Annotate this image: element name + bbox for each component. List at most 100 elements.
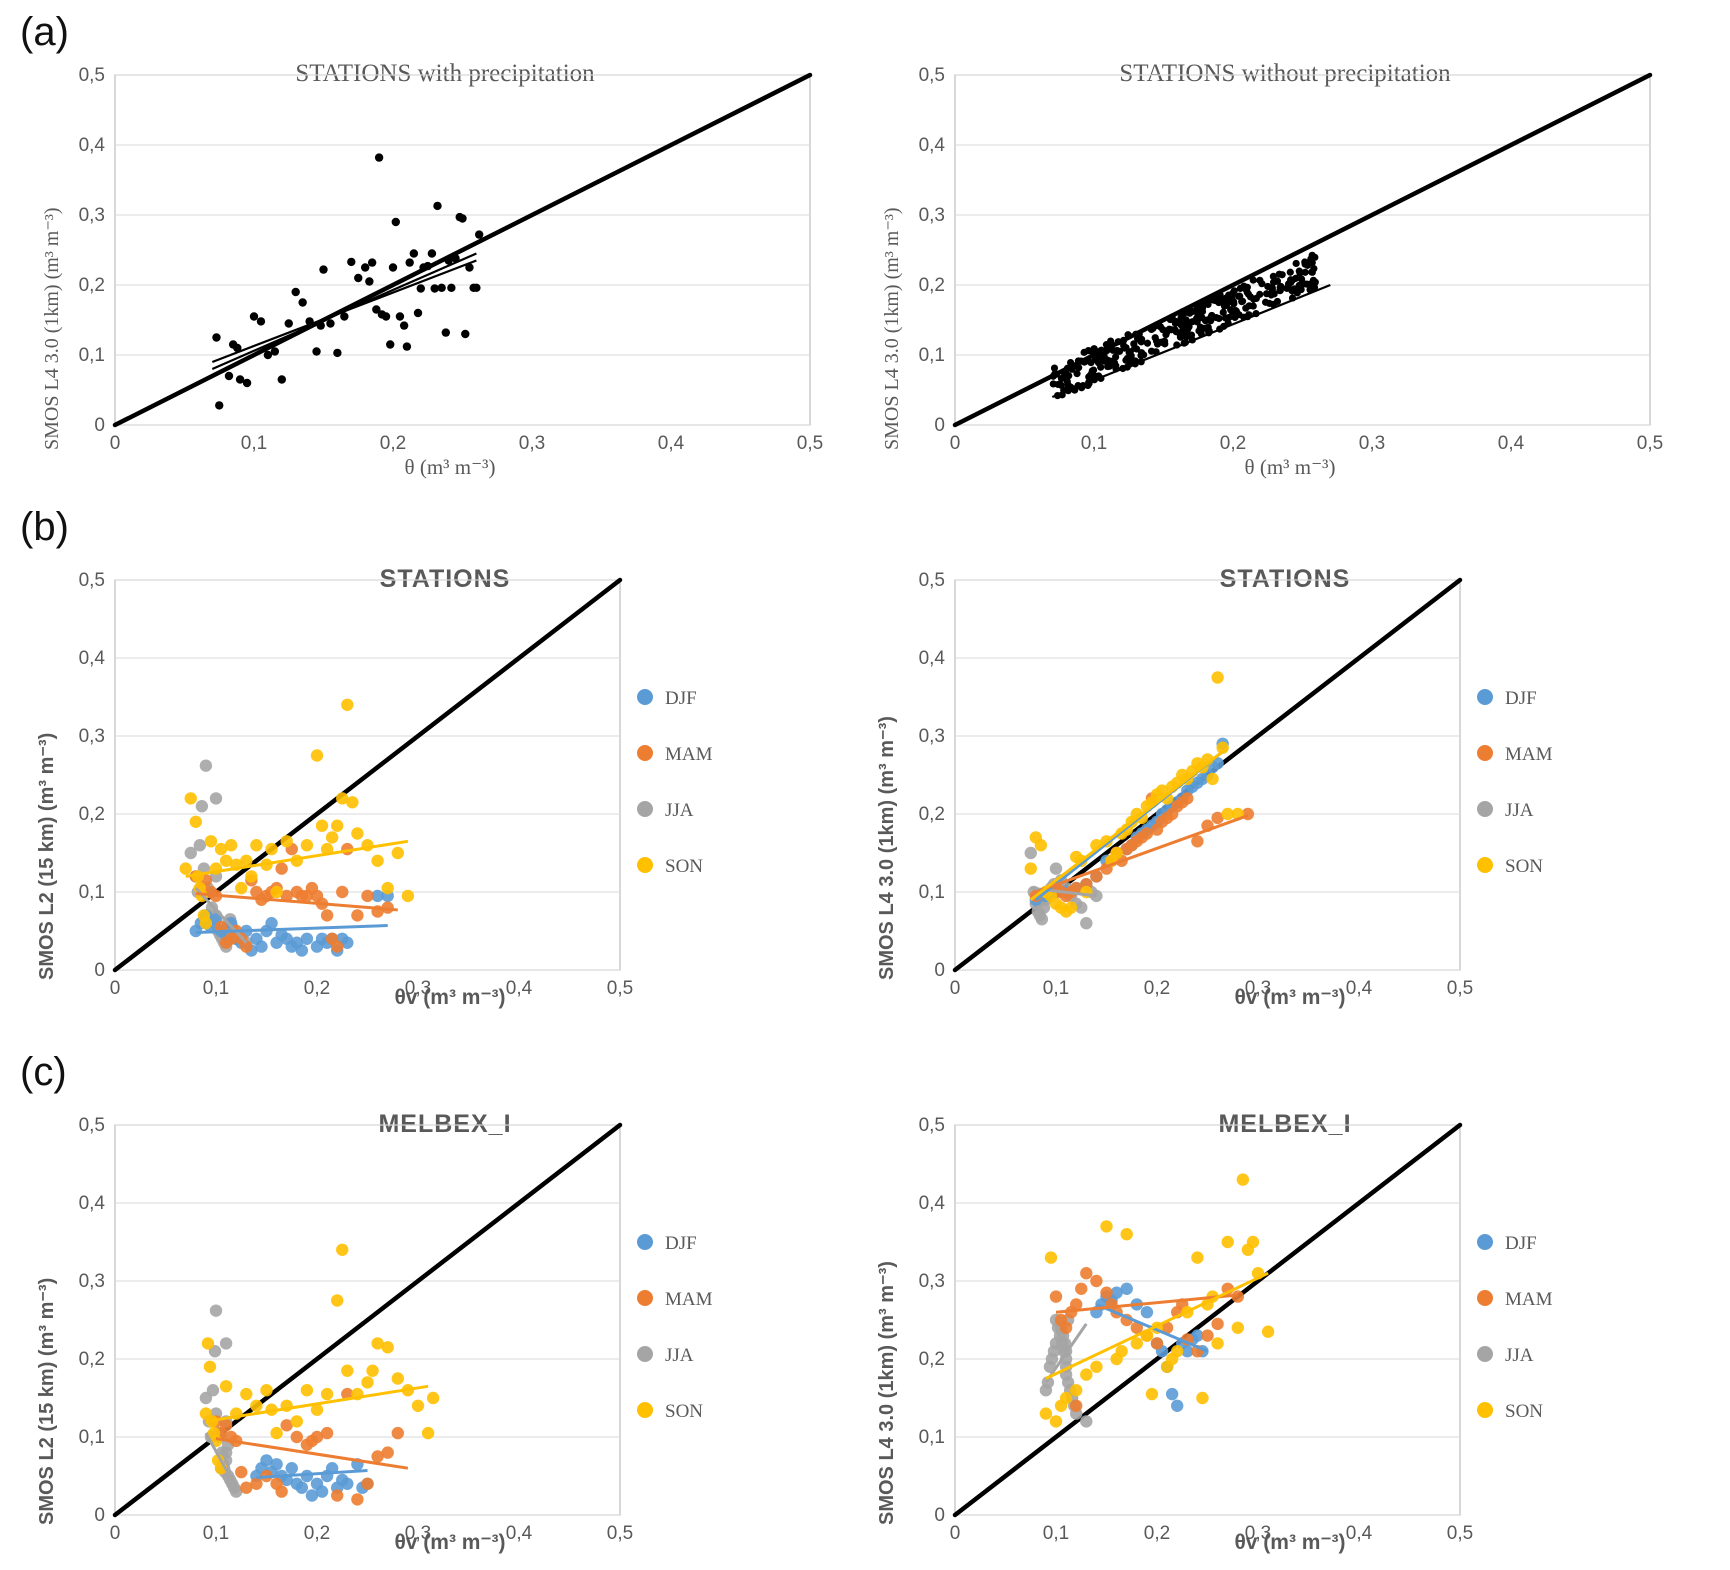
svg-text:0,4: 0,4 [1346,1523,1373,1544]
svg-text:0: 0 [950,1523,961,1544]
svg-text:0,5: 0,5 [1637,433,1663,454]
svg-text:0,2: 0,2 [79,1349,105,1370]
scatter-svg-c-right: 0 0,1 0,2 0,3 0,4 0,5 0 0,1 0,2 0,3 0,4 0,5 DJF MAM JJ… [900,1110,1670,1570]
svg-text:0,1: 0,1 [79,882,105,903]
svg-text:0,2: 0,2 [919,275,945,296]
svg-text:0,5: 0,5 [607,1523,633,1544]
svg-text:0,5: 0,5 [1447,978,1473,999]
chart-ylabel-c-right: SMOS L4 3.0 (1km) (m³ m⁻³) [875,1180,899,1525]
svg-text:JJA: JJA [665,1345,694,1366]
panel-label-c: (c) [20,1050,67,1095]
svg-text:0: 0 [934,415,945,436]
svg-text:0,3: 0,3 [405,1523,431,1544]
svg-text:0,1: 0,1 [919,1427,945,1448]
svg-text:0,3: 0,3 [919,726,945,747]
svg-text:0,4: 0,4 [79,1193,106,1214]
svg-text:MAM: MAM [1505,744,1553,765]
svg-text:JJA: JJA [1505,800,1534,821]
svg-text:0,5: 0,5 [1447,1523,1473,1544]
svg-text:0,1: 0,1 [79,345,105,366]
svg-text:0: 0 [950,978,961,999]
panel-label-b: (b) [20,505,69,550]
svg-text:DJF: DJF [1505,688,1537,709]
svg-text:0,3: 0,3 [919,205,945,226]
chart-b-right: STATIONS SMOS L4 3.0 (1km) (m³ m⁻³) θv (… [900,565,1670,1025]
svg-text:JJA: JJA [1505,1345,1534,1366]
svg-text:0,4: 0,4 [919,135,946,156]
svg-text:0,5: 0,5 [919,65,945,86]
svg-text:0: 0 [94,960,105,981]
chart-ylabel-b-right: SMOS L4 3.0 (1km) (m³ m⁻³) [875,635,899,980]
svg-text:MAM: MAM [665,744,713,765]
svg-text:0: 0 [110,1523,121,1544]
scatter-svg-b-left: 0 0,1 0,2 0,3 0,4 0,5 0 0,1 0,2 0,3 0,4 0,5 DJF MAM JJ… [60,565,830,1025]
svg-text:0: 0 [94,415,105,436]
svg-text:0,2: 0,2 [79,804,105,825]
svg-text:0,4: 0,4 [79,135,106,156]
svg-text:0,2: 0,2 [304,978,330,999]
svg-text:0,5: 0,5 [79,570,105,591]
svg-text:0: 0 [110,978,121,999]
svg-text:0,3: 0,3 [79,205,105,226]
svg-text:0,3: 0,3 [79,726,105,747]
svg-text:0,1: 0,1 [1043,978,1069,999]
svg-text:0,3: 0,3 [1245,978,1271,999]
svg-text:0,4: 0,4 [658,433,685,454]
svg-text:MAM: MAM [1505,1289,1553,1310]
svg-text:0,5: 0,5 [919,1115,945,1136]
svg-text:0,4: 0,4 [919,1193,946,1214]
svg-text:0,1: 0,1 [203,1523,229,1544]
chart-ylabel-c-left: SMOS L2 (15 km) (m³ m⁻³) [35,1180,59,1525]
chart-ylabel-b-left: SMOS L2 (15 km) (m³ m⁻³) [35,635,59,980]
chart-a-right: STATIONS without precipitation SMOS L4 3… [900,60,1670,480]
svg-text:0,1: 0,1 [241,433,267,454]
chart-c-left: MELBEX_I SMOS L2 (15 km) (m³ m⁻³) θv (m³… [60,1110,830,1570]
svg-text:0,2: 0,2 [1144,978,1170,999]
svg-text:0,4: 0,4 [1498,433,1525,454]
panel-label-a: (a) [20,10,69,55]
svg-text:0,2: 0,2 [1144,1523,1170,1544]
svg-text:0: 0 [110,433,121,454]
svg-text:0,4: 0,4 [506,1523,533,1544]
svg-text:DJF: DJF [1505,1233,1537,1254]
svg-text:0: 0 [950,433,961,454]
svg-text:0,3: 0,3 [919,1271,945,1292]
svg-text:0,2: 0,2 [380,433,406,454]
svg-text:0,1: 0,1 [1043,1523,1069,1544]
svg-text:0: 0 [94,1505,105,1526]
svg-text:0,2: 0,2 [919,1349,945,1370]
svg-text:0,1: 0,1 [919,882,945,903]
svg-text:0,3: 0,3 [79,1271,105,1292]
scatter-svg-a-left: 0 0,1 0,2 0,3 0,4 0,5 0 0,1 0,2 0,3 0,4 0,5 [60,60,830,480]
chart-b-left: STATIONS SMOS L2 (15 km) (m³ m⁻³) θv (m³… [60,565,830,1025]
svg-text:SON: SON [665,1401,703,1422]
svg-text:0,4: 0,4 [1346,978,1373,999]
svg-text:DJF: DJF [665,1233,697,1254]
svg-text:JJA: JJA [665,800,694,821]
svg-text:0,5: 0,5 [79,65,105,86]
svg-text:0,2: 0,2 [1220,433,1246,454]
svg-text:0,2: 0,2 [79,275,105,296]
chart-a-left: STATIONS with precipitation SMOS L4 3.0 … [60,60,830,480]
svg-text:0,3: 0,3 [1245,1523,1271,1544]
scatter-svg-c-left: 0 0,1 0,2 0,3 0,4 0,5 0 0,1 0,2 0,3 0,4 0,5 DJF MAM JJ… [60,1110,830,1570]
scatter-svg-a-right: 0 0,1 0,2 0,3 0,4 0,5 0 0,1 0,2 0,3 0,4 0,5 [900,60,1670,480]
scatter-svg-b-right: 0 0,1 0,2 0,3 0,4 0,5 0 0,1 0,2 0,3 0,4 0,5 DJF MAM JJ… [900,565,1670,1025]
svg-text:0,3: 0,3 [405,978,431,999]
svg-text:0,1: 0,1 [1081,433,1107,454]
svg-text:0,1: 0,1 [79,1427,105,1448]
svg-text:0: 0 [934,960,945,981]
svg-text:0,5: 0,5 [797,433,823,454]
chart-c-right: MELBEX_I SMOS L4 3.0 (1km) (m³ m⁻³) θv (… [900,1110,1670,1570]
svg-text:0,3: 0,3 [1359,433,1385,454]
svg-text:0,5: 0,5 [79,1115,105,1136]
svg-text:0,2: 0,2 [304,1523,330,1544]
svg-text:0,4: 0,4 [506,978,533,999]
svg-text:0,3: 0,3 [519,433,545,454]
svg-text:0,4: 0,4 [919,648,946,669]
svg-text:0,5: 0,5 [607,978,633,999]
svg-text:0,1: 0,1 [919,345,945,366]
svg-text:0: 0 [934,1505,945,1526]
svg-text:0,4: 0,4 [79,648,106,669]
svg-text:0,1: 0,1 [203,978,229,999]
